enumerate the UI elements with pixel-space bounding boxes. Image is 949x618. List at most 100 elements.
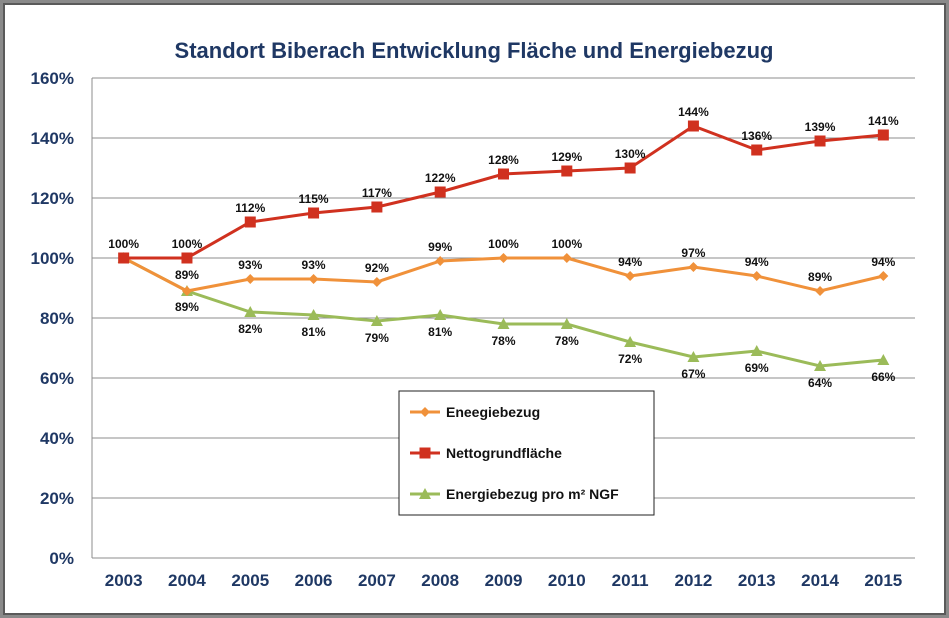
x-tick-label: 2010 (548, 571, 586, 590)
y-axis-ticks: 0% 20% 40% 60% 80% 100% 120% 140% 160% (31, 69, 74, 568)
data-label: 93% (238, 258, 262, 272)
data-point (688, 262, 699, 272)
series-diamond (118, 253, 889, 296)
data-label: 89% (175, 300, 199, 314)
data-label: 93% (302, 258, 326, 272)
y-tick-label: 60% (40, 369, 74, 388)
x-tick-label: 2005 (231, 571, 269, 590)
data-point (751, 271, 762, 281)
legend-box (398, 390, 655, 516)
data-label: 100% (488, 237, 519, 251)
data-label: 139% (805, 120, 836, 134)
data-label: 117% (362, 186, 392, 200)
data-point (877, 354, 890, 365)
data-point (751, 144, 763, 156)
y-tick-label: 120% (31, 189, 74, 208)
series-triangle (117, 252, 890, 371)
data-point (878, 271, 889, 281)
y-tick-label: 100% (31, 249, 74, 268)
data-label: 67% (681, 367, 705, 381)
data-label: 115% (299, 192, 329, 206)
data-point (561, 165, 573, 177)
data-label: 89% (175, 268, 199, 282)
data-label: 130% (615, 147, 646, 161)
data-label: 100% (172, 237, 203, 251)
legend-entry: Eneegiebezug (446, 404, 540, 420)
data-point (625, 271, 636, 281)
data-label: 129% (551, 150, 582, 164)
data-label: 100% (551, 237, 582, 251)
data-label: 100% (108, 237, 139, 251)
data-label: 69% (745, 361, 769, 375)
data-label: 72% (618, 352, 642, 366)
data-point (498, 253, 509, 263)
legend: Eneegiebezug Nettogrundfläche Energiebezug… (398, 390, 655, 516)
y-tick-label: 140% (31, 129, 74, 148)
data-label: 99% (428, 240, 452, 254)
data-point (814, 360, 827, 371)
legend-marker (419, 447, 431, 459)
data-point (308, 207, 320, 219)
legend-entry: Energiebezug pro m² NGF (446, 486, 619, 502)
y-tick-label: 80% (40, 309, 74, 328)
data-label: 64% (808, 376, 832, 390)
data-label: 144% (678, 105, 709, 119)
data-point (118, 252, 130, 264)
x-tick-label: 2004 (168, 571, 206, 590)
x-tick-label: 2015 (864, 571, 902, 590)
x-tick-label: 2003 (105, 571, 143, 590)
data-label: 122% (425, 171, 456, 185)
data-point (370, 315, 383, 326)
data-point (244, 216, 256, 228)
x-tick-label: 2013 (738, 571, 776, 590)
x-tick-label: 2008 (421, 571, 459, 590)
data-point (624, 336, 637, 347)
data-label: 79% (365, 331, 389, 345)
data-label: 92% (365, 261, 389, 275)
grid (91, 77, 915, 559)
data-label: 112% (235, 201, 265, 215)
x-tick-label: 2006 (295, 571, 333, 590)
data-label: 81% (428, 325, 452, 339)
x-tick-label: 2011 (612, 571, 649, 590)
y-tick-label: 40% (40, 429, 74, 448)
data-label: 82% (238, 322, 262, 336)
data-point (244, 306, 257, 317)
data-point (245, 274, 256, 284)
data-point (497, 318, 510, 329)
data-point (498, 168, 509, 180)
data-point (814, 135, 826, 147)
series-group (117, 120, 890, 371)
y-tick-label: 160% (31, 69, 74, 88)
x-axis-ticks: 2003 2004 2005 2006 2007 2008 2009 2010 2011 2012… (105, 571, 903, 590)
x-tick-label: 2007 (358, 571, 396, 590)
data-point (560, 318, 573, 329)
data-point (750, 345, 763, 356)
data-point (435, 256, 446, 266)
data-label: 66% (871, 370, 895, 384)
data-point (687, 351, 700, 362)
data-point (371, 277, 382, 287)
data-point (434, 186, 446, 198)
data-label: 78% (555, 334, 579, 348)
data-label: 94% (871, 255, 895, 269)
x-tick-label: 2012 (675, 571, 713, 590)
y-tick-label: 20% (40, 489, 74, 508)
series-square (118, 120, 889, 264)
data-point (181, 286, 192, 296)
data-point (815, 286, 826, 296)
series-line (122, 256, 884, 368)
data-label: 128% (488, 153, 519, 167)
data-label: 94% (745, 255, 769, 269)
data-labels: 89% 93% 93% 92% 99% 100% 100% 94% 97% 94% 89% 94% 10… (108, 105, 899, 390)
data-label: 141% (868, 114, 899, 128)
data-point (561, 253, 572, 263)
x-tick-label: 2009 (485, 571, 523, 590)
data-point (371, 201, 383, 213)
data-label: 136% (741, 129, 772, 143)
data-label: 81% (302, 325, 326, 339)
data-label: 94% (618, 255, 642, 269)
legend-marker (419, 488, 431, 499)
data-label: 89% (808, 270, 832, 284)
